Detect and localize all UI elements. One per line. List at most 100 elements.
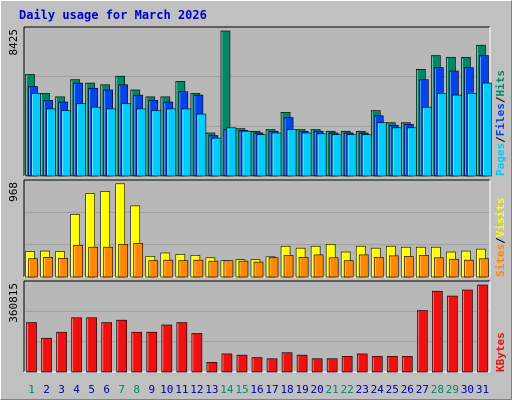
bar-sites-day-13 [208,260,219,278]
bar-kbytes-day-1 [26,322,37,373]
x-tick-label-day-23: 23 [356,383,369,396]
bar-kbytes-day-14 [221,353,233,373]
bar-kbytes-day-30 [462,289,473,373]
bar-pages-day-31 [482,82,492,177]
x-tick-label-day-8: 8 [133,383,140,396]
bar-pages-day-15 [241,130,252,177]
bar-sites-day-12 [193,259,204,278]
x-tick-label-day-12: 12 [190,383,203,396]
bar-kbytes-day-2 [41,337,52,373]
bar-kbytes-day-3 [56,331,67,373]
x-tick-label-day-30: 30 [461,383,474,396]
legend-entry-pages: Pages [494,143,507,176]
legend-entry-visits: Visits [494,198,507,238]
x-tick-label-day-24: 24 [371,383,385,396]
bar-kbytes-day-18 [281,352,293,373]
x-tick-label-day-7: 7 [118,383,125,396]
bar-pages-day-8 [136,108,147,177]
y-max-label-visits_sites: 968 [7,182,20,202]
bar-pages-day-30 [467,93,477,177]
bar-pages-day-21 [331,134,342,177]
bar-pages-day-9 [151,110,162,177]
bar-pages-day-1 [31,93,41,177]
bar-pages-day-4 [76,103,86,177]
x-tick-label-day-28: 28 [431,383,444,396]
x-tick-label-day-9: 9 [148,383,155,396]
bar-sites-day-25 [388,255,399,278]
bar-pages-day-29 [452,94,462,177]
legend-kbytes: KBytes [494,332,507,372]
bar-kbytes-day-6 [101,322,112,373]
bar-sites-day-11 [178,260,189,278]
bar-sites-day-19 [298,257,309,278]
legend-entry-sites: Sites [494,244,507,277]
x-tick-label-day-25: 25 [386,383,399,396]
bar-pages-day-5 [91,106,101,177]
bar-kbytes-day-11 [176,322,188,373]
bar-pages-day-18 [286,129,297,177]
x-tick-label-day-14: 14 [220,383,234,396]
x-tick-label-day-11: 11 [175,383,188,396]
x-tick-label-day-18: 18 [280,383,293,396]
bar-kbytes-day-22 [341,356,353,373]
bar-sites-day-2 [43,257,53,278]
bar-pages-day-7 [121,103,132,177]
bar-sites-day-10 [163,259,174,278]
bar-sites-day-17 [268,257,279,278]
legend-separator: / [494,136,507,143]
bar-kbytes-day-31 [477,284,488,373]
bar-pages-day-10 [166,108,177,177]
x-tick-label-day-4: 4 [73,383,80,396]
x-tick-label-day-20: 20 [311,383,324,396]
bar-sites-day-23 [358,254,369,278]
bar-kbytes-day-26 [402,356,413,373]
bar-pages-day-27 [422,106,432,177]
legend-visits_sites: Sites/Visits [494,198,507,278]
bar-sites-day-5 [88,246,98,278]
plot-area: 8425Pages/Files/Hits968Sites/Visits36081… [7,26,507,396]
x-tick-label-day-10: 10 [160,383,173,396]
legend-entry-files: Files [494,103,507,136]
bar-kbytes-day-25 [386,356,398,373]
bar-pages-day-19 [301,132,312,177]
x-tick-label-day-2: 2 [43,383,50,396]
bar-kbytes-day-13 [206,362,218,373]
bar-kbytes-day-12 [191,333,203,373]
bar-kbytes-day-28 [432,290,443,373]
x-tick-label-day-19: 19 [295,383,308,396]
x-tick-label-day-21: 21 [326,383,339,396]
bar-pages-day-24 [376,122,387,177]
bar-kbytes-day-16 [251,357,263,373]
x-tick-label-day-31: 31 [476,383,489,396]
bar-pages-day-26 [407,127,417,177]
bar-kbytes-day-24 [371,356,383,373]
chart-title: Daily usage for March 2026 [19,8,207,22]
bar-kbytes-day-10 [161,324,173,373]
bar-sites-day-9 [148,260,159,278]
legend-separator: / [494,237,507,244]
bar-sites-day-27 [419,255,429,278]
legend-entry-kbytes: KBytes [494,332,507,372]
bar-kbytes-day-23 [356,353,368,373]
x-tick-label-day-13: 13 [205,383,218,396]
bar-sites-day-14 [223,260,234,278]
bar-sites-day-15 [238,260,249,278]
bar-pages-day-22 [346,134,357,177]
bar-pages-day-14 [226,127,237,177]
bar-pages-day-11 [181,108,192,177]
bar-sites-day-30 [464,259,474,278]
x-tick-label-day-6: 6 [103,383,110,396]
bar-pages-day-17 [271,132,282,177]
bar-kbytes-day-9 [146,331,158,373]
bar-sites-day-31 [479,258,489,278]
bar-pages-day-2 [46,108,56,177]
bar-kbytes-day-29 [447,295,458,373]
bar-kbytes-day-4 [71,317,82,373]
bar-kbytes-day-8 [131,331,143,373]
bar-sites-day-24 [373,257,384,278]
legend-separator: / [494,96,507,103]
bar-pages-day-6 [106,108,116,177]
x-tick-label-day-17: 17 [265,383,278,396]
x-tick-label-day-15: 15 [235,383,248,396]
